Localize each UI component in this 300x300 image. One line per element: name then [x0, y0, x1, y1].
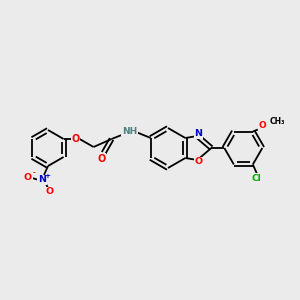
- Text: O: O: [46, 188, 54, 196]
- Text: NH: NH: [122, 127, 137, 136]
- Text: N: N: [38, 176, 46, 184]
- Text: +: +: [44, 173, 50, 179]
- Text: CH₃: CH₃: [270, 117, 285, 126]
- Text: O: O: [71, 134, 80, 144]
- Text: N: N: [194, 130, 202, 139]
- Text: Cl: Cl: [252, 174, 262, 183]
- Text: -: -: [33, 170, 35, 176]
- Text: O: O: [24, 173, 32, 182]
- Text: O: O: [194, 158, 202, 166]
- Text: O: O: [259, 121, 267, 130]
- Text: O: O: [98, 154, 106, 164]
